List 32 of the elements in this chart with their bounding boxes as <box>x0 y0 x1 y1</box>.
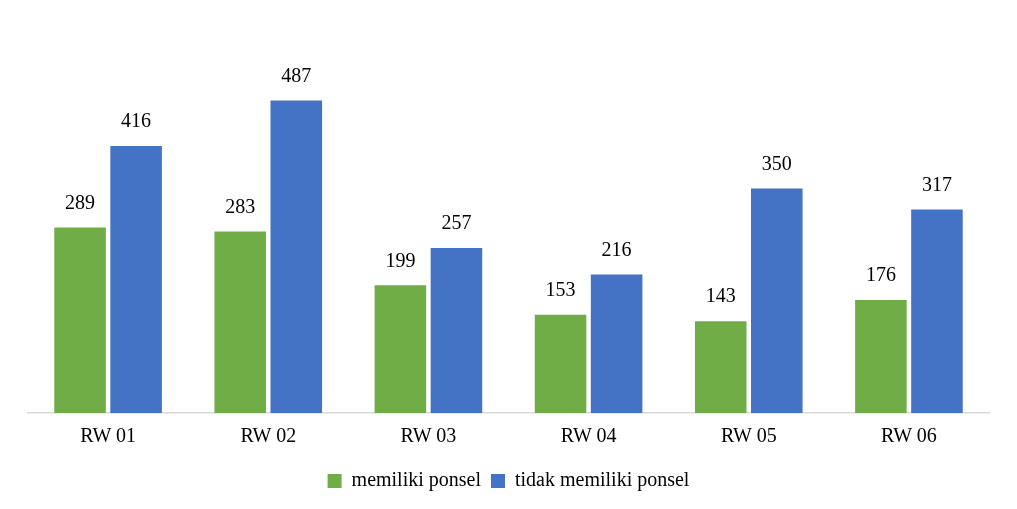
x-tick-label: RW 05 <box>720 424 777 447</box>
data-label: 199 <box>385 248 416 271</box>
bar <box>374 285 427 413</box>
bar <box>214 231 267 413</box>
bar <box>590 274 643 413</box>
x-tick-label: RW 02 <box>240 424 297 447</box>
bar <box>750 188 803 413</box>
bar <box>270 100 323 413</box>
bar <box>694 321 747 413</box>
legend-label: memiliki ponsel <box>351 468 482 492</box>
data-label: 487 <box>281 63 312 86</box>
bar <box>855 300 907 413</box>
data-label: 176 <box>865 263 896 286</box>
bar <box>430 248 483 413</box>
data-label: 257 <box>441 211 472 234</box>
bar <box>110 146 162 413</box>
bar <box>54 227 106 413</box>
data-label: 350 <box>761 151 792 174</box>
data-label: 289 <box>65 190 96 213</box>
data-label: 283 <box>225 194 256 217</box>
x-tick-label: RW 04 <box>560 424 617 447</box>
x-tick-label: RW 06 <box>881 424 937 447</box>
x-tick-label: RW 03 <box>400 424 457 447</box>
data-label: 317 <box>921 172 952 195</box>
bar <box>534 314 587 413</box>
bar <box>911 209 963 413</box>
data-label: 153 <box>545 278 576 301</box>
data-label: 143 <box>705 284 736 307</box>
data-label: 416 <box>121 109 152 132</box>
data-label: 216 <box>601 237 632 260</box>
x-tick-label: RW 01 <box>80 424 136 447</box>
legend-label: tidak memiliki ponsel <box>515 468 690 492</box>
